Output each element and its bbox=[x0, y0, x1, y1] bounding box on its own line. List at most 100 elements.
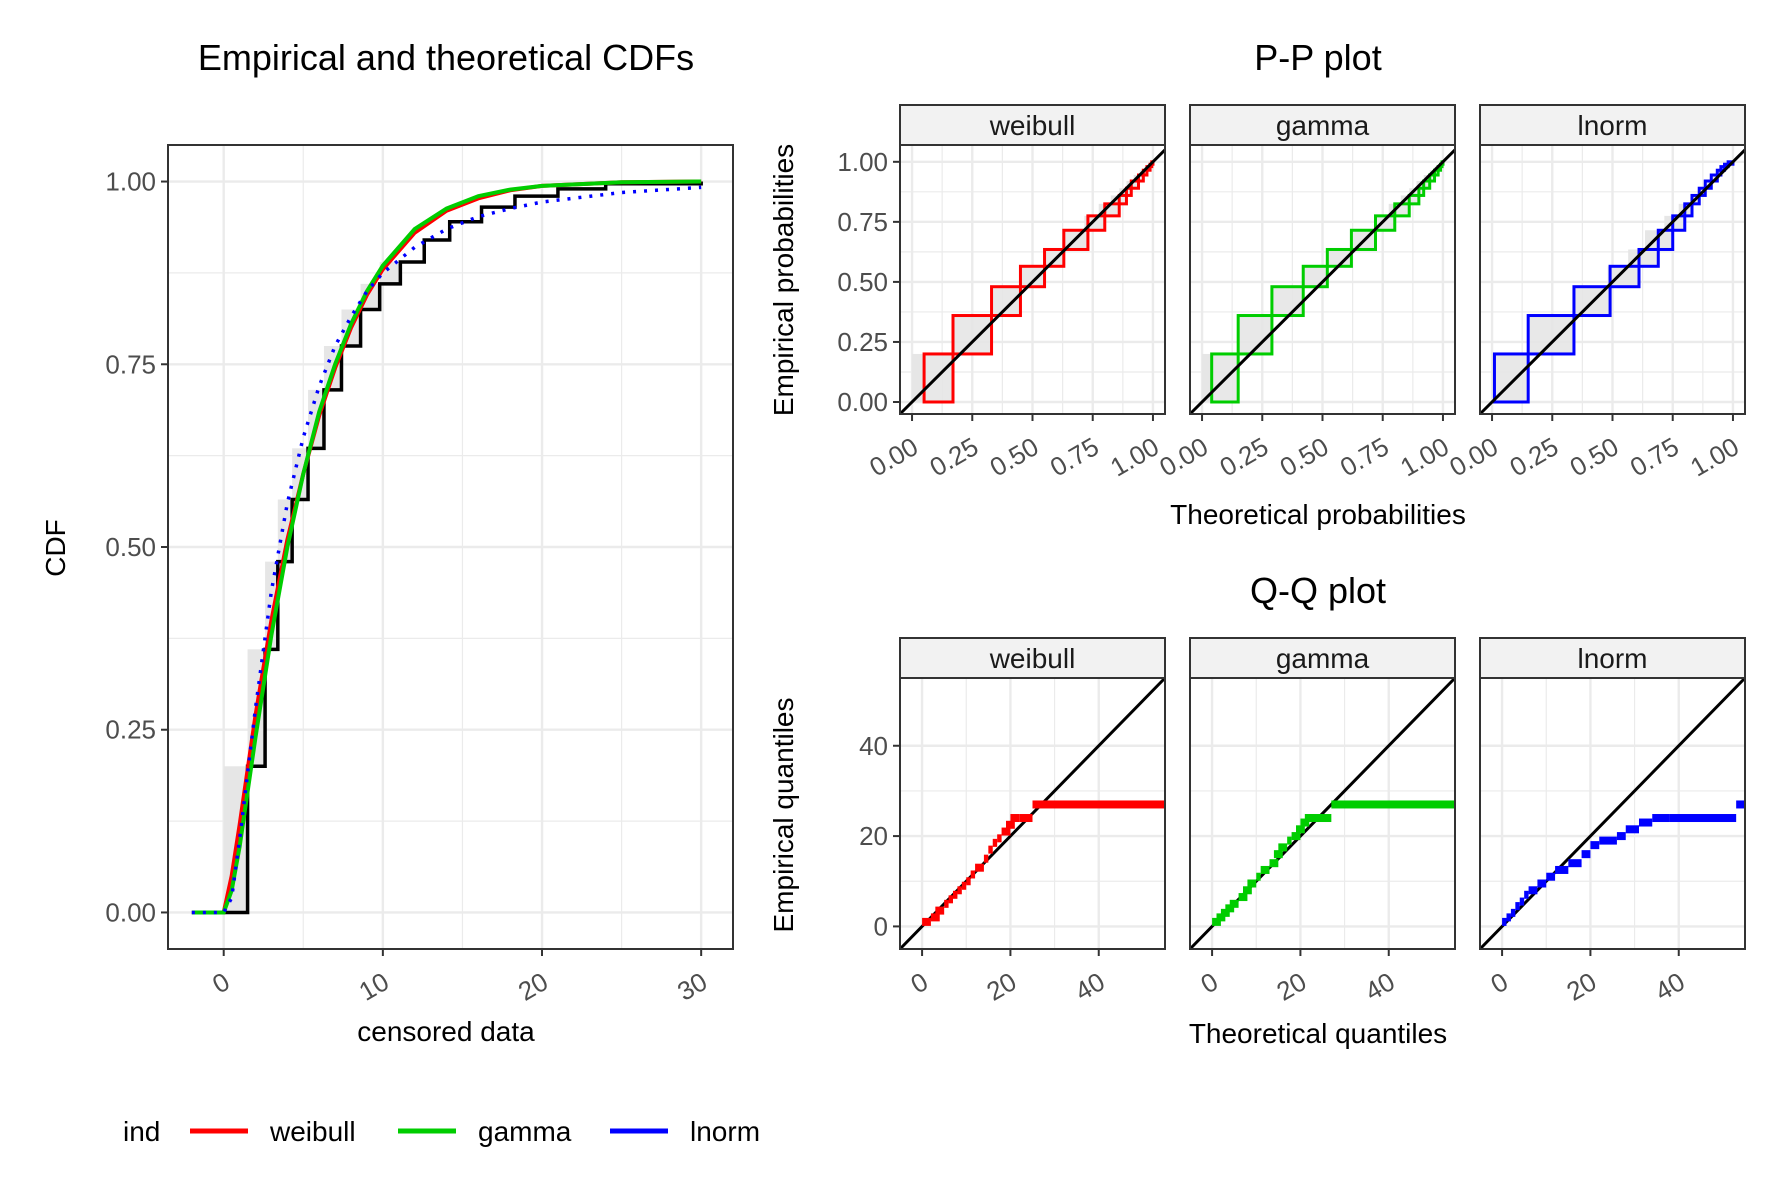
cdf-x-tick-label: 10 bbox=[354, 966, 394, 1006]
qq-lnorm-strip bbox=[1479, 637, 1746, 679]
qq-weibull-interval bbox=[1001, 827, 1011, 836]
pp-gamma-step bbox=[1270, 285, 1305, 318]
legend-title: ind bbox=[123, 1116, 160, 1147]
qq-weibull-interval bbox=[944, 899, 949, 908]
pp-x-axis-title: Theoretical probabilities bbox=[1170, 499, 1466, 530]
pp-gamma-step bbox=[1407, 193, 1421, 206]
cdf-x-axis-title: censored data bbox=[357, 1016, 535, 1047]
pp-weibull-x-tick-label: 0.50 bbox=[985, 431, 1044, 482]
cdf-title: Empirical and theoretical CDFs bbox=[198, 37, 694, 78]
cdf-y-tick-label: 1.00 bbox=[105, 167, 156, 197]
qq-lnorm-interval bbox=[1506, 913, 1511, 922]
cdf-empirical-box bbox=[292, 448, 309, 500]
qq-gamma-x-tick-label: 40 bbox=[1360, 966, 1400, 1006]
cdf-y-tick-label: 0.50 bbox=[105, 532, 156, 562]
pp-weibull-x-tick-label: 0.75 bbox=[1045, 431, 1104, 482]
cdf-empirical-step bbox=[191, 181, 703, 915]
qq-weibull-x-tick-label: 40 bbox=[1070, 966, 1110, 1006]
qq-lnorm-interval bbox=[1616, 832, 1626, 841]
qq-lnorm-interval bbox=[1590, 841, 1600, 850]
cdf-y-tick-label: 0.25 bbox=[105, 715, 156, 745]
pp-lnorm-x-tick-label: 0.75 bbox=[1625, 431, 1684, 482]
pp-lnorm-x-tick-label: 0.25 bbox=[1504, 431, 1563, 482]
qq-lnorm-interval bbox=[1537, 879, 1547, 888]
qq-weibull-interval bbox=[983, 854, 989, 863]
pp-weibull-box bbox=[912, 353, 925, 402]
qq-weibull-interval bbox=[966, 877, 971, 886]
qq-gamma-interval bbox=[1331, 800, 1455, 809]
legend-label-gamma: gamma bbox=[478, 1116, 572, 1147]
qq-weibull-y-tick-label: 40 bbox=[859, 731, 888, 761]
qq-gamma-x-tick-label: 0 bbox=[1196, 966, 1224, 999]
qq-gamma-interval bbox=[1273, 850, 1283, 859]
pp-weibull-box bbox=[1084, 215, 1088, 231]
qq-lnorm-interval bbox=[1528, 886, 1538, 895]
pp-weibull-step bbox=[922, 352, 955, 404]
qq-weibull-x-tick-label: 20 bbox=[981, 966, 1021, 1006]
qq-gamma-interval bbox=[1212, 917, 1221, 926]
legend: ind weibull gamma lnorm bbox=[123, 1116, 760, 1147]
pp-gamma-step bbox=[1301, 264, 1329, 289]
qq-gamma-interval bbox=[1300, 818, 1310, 827]
qq-lnorm-interval bbox=[1502, 917, 1507, 926]
pp-plot: P-P plot Empirical probabilities Theoret… bbox=[768, 37, 1747, 530]
qq-lnorm-strip-label: lnorm bbox=[1577, 643, 1647, 674]
pp-gamma-step bbox=[1374, 214, 1397, 232]
cdf-chart: Empirical and theoretical CDFs CDF censo… bbox=[40, 37, 734, 1047]
qq-weibull-interval bbox=[992, 838, 998, 847]
pp-gamma-strip-label: gamma bbox=[1276, 110, 1370, 141]
qq-y-axis-title: Empirical quantiles bbox=[768, 698, 799, 933]
pp-lnorm-step bbox=[1526, 314, 1576, 356]
pp-weibull-step bbox=[1018, 264, 1047, 289]
qq-weibull-interval bbox=[957, 886, 962, 895]
qq-weibull-y-tick-label: 0 bbox=[874, 911, 888, 941]
qq-gamma-interval bbox=[1225, 904, 1235, 913]
qq-gamma-strip bbox=[1189, 637, 1456, 679]
pp-weibull-strip-label: weibull bbox=[989, 110, 1076, 141]
pp-weibull-y-tick-label: 1.00 bbox=[837, 147, 888, 177]
qq-weibull-interval bbox=[930, 913, 940, 922]
pp-gamma-strip bbox=[1189, 104, 1456, 146]
qq-gamma-strip-label: gamma bbox=[1276, 643, 1370, 674]
cdf-y-tick-label: 0.75 bbox=[105, 349, 156, 379]
pp-panel-lnorm: lnorm 0.00 0.25 0.50 0.75 1.00 bbox=[1444, 104, 1747, 483]
pp-title: P-P plot bbox=[1254, 37, 1381, 78]
pp-weibull-identity-line bbox=[898, 148, 1167, 416]
qq-gamma-interval bbox=[1296, 825, 1305, 834]
pp-lnorm-step bbox=[1608, 264, 1641, 289]
qq-weibull-interval bbox=[997, 834, 1002, 843]
pp-weibull-strip bbox=[899, 104, 1166, 146]
qq-weibull-interval bbox=[988, 845, 993, 854]
qq-gamma-interval bbox=[1287, 836, 1292, 845]
pp-lnorm-strip bbox=[1479, 104, 1746, 146]
qq-gamma-interval bbox=[1309, 814, 1332, 823]
qq-weibull-interval bbox=[961, 881, 967, 890]
qq-lnorm-interval bbox=[1581, 850, 1591, 859]
qq-gamma-x-tick-label: 20 bbox=[1271, 966, 1311, 1006]
cdf-line-lnorm bbox=[191, 185, 702, 915]
qq-lnorm-interval bbox=[1639, 818, 1653, 827]
pp-lnorm-box bbox=[1678, 203, 1685, 216]
qq-weibull-interval bbox=[1032, 800, 1165, 809]
qq-x-axis-title: Theoretical quantiles bbox=[1189, 1018, 1447, 1049]
legend-label-weibull: weibull bbox=[269, 1116, 356, 1147]
qq-gamma-interval bbox=[1229, 899, 1239, 908]
qq-lnorm-interval bbox=[1625, 825, 1639, 834]
qq-weibull-interval bbox=[953, 890, 958, 899]
qq-gamma-interval bbox=[1216, 913, 1226, 922]
pp-gamma-x-tick-label: 0.50 bbox=[1275, 431, 1334, 482]
qq-weibull-interval bbox=[948, 895, 953, 904]
qq-panel-gamma: gamma 0 20 40 bbox=[1188, 637, 1457, 1007]
pp-weibull-y-tick-label: 0.75 bbox=[837, 207, 888, 237]
qq-lnorm-interval bbox=[1599, 836, 1617, 845]
pp-lnorm-strip-label: lnorm bbox=[1577, 110, 1647, 141]
pp-weibull-step bbox=[1124, 186, 1133, 197]
pp-weibull-step bbox=[951, 314, 994, 356]
pp-weibull-box bbox=[1098, 203, 1105, 216]
pp-weibull-x-tick-label: 0.25 bbox=[924, 431, 983, 482]
pp-lnorm-step bbox=[1637, 247, 1660, 268]
pp-weibull-step bbox=[990, 285, 1022, 318]
qq-weibull-strip-label: weibull bbox=[989, 643, 1076, 674]
qq-gamma-interval bbox=[1243, 886, 1252, 895]
